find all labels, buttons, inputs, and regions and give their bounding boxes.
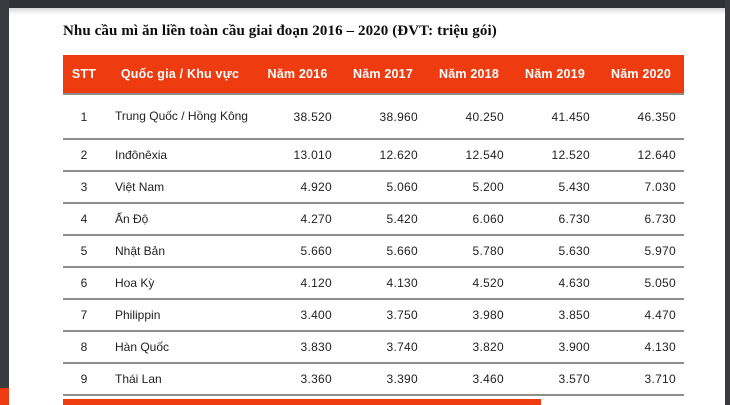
column-header-6: Năm 2020 — [598, 55, 684, 95]
cell-stt: 6 — [63, 267, 105, 300]
table-row: 4 Ấn Độ 4.270 5.420 6.060 6.730 6.730 — [63, 203, 684, 236]
cell-year-2018: 4.520 — [426, 267, 512, 300]
cell-year-2016: 3.360 — [255, 363, 340, 396]
table-row: 7 Philippin 3.400 3.750 3.980 3.850 4.470 — [63, 299, 684, 332]
table-row: 2 Inđônêxia 13.010 12.620 12.540 12.520 12.640 — [63, 139, 684, 172]
cell-year-2020: 4.470 — [598, 299, 684, 332]
cell-year-2018: 3.460 — [426, 363, 512, 396]
cell-year-2020: 7.030 — [598, 171, 684, 204]
cell-year-2019: 3.850 — [512, 299, 598, 332]
cell-year-2019: 6.730 — [512, 203, 598, 236]
cell-country: Việt Nam — [105, 171, 255, 204]
cell-year-2018: 12.540 — [426, 139, 512, 172]
cell-stt: 9 — [63, 363, 105, 396]
column-header-0: STT — [63, 55, 105, 95]
table-header-row: STT Quốc gia / Khu vực Năm 2016 Năm 2017 Năm… — [63, 55, 684, 95]
table-row: 6 Hoa Kỳ 4.120 4.130 4.520 4.630 5.050 — [63, 267, 684, 300]
cell-year-2016: 4.120 — [255, 267, 340, 300]
table-row: 9 Thái Lan 3.360 3.390 3.460 3.570 3.710 — [63, 363, 684, 396]
cell-country: Philippin — [105, 299, 255, 332]
cell-year-2020: 5.970 — [598, 235, 684, 268]
cell-country: Trung Quốc / Hồng Kông — [105, 94, 255, 140]
cell-year-2018: 5.200 — [426, 171, 512, 204]
cell-stt: 3 — [63, 171, 105, 204]
page-top-shadow — [9, 8, 725, 15]
cell-year-2016: 5.660 — [255, 235, 340, 268]
cell-year-2017: 3.390 — [340, 363, 426, 396]
cell-year-2019: 41.450 — [512, 94, 598, 140]
cell-year-2016: 38.520 — [255, 94, 340, 140]
cell-year-2019: 4.630 — [512, 267, 598, 300]
cell-year-2020: 12.640 — [598, 139, 684, 172]
cell-year-2019: 5.630 — [512, 235, 598, 268]
cell-year-2020: 4.130 — [598, 331, 684, 364]
cell-year-2017: 38.960 — [340, 94, 426, 140]
column-header-1: Quốc gia / Khu vực — [105, 55, 255, 95]
cell-stt: 4 — [63, 203, 105, 236]
cell-stt: 8 — [63, 331, 105, 364]
column-header-2: Năm 2016 — [255, 55, 340, 95]
cell-year-2017: 5.660 — [340, 235, 426, 268]
cell-stt: 1 — [63, 94, 105, 140]
table-row: 5 Nhật Bản 5.660 5.660 5.780 5.630 5.970 — [63, 235, 684, 268]
column-header-3: Năm 2017 — [340, 55, 426, 95]
partial-next-table-header-bar — [63, 399, 541, 405]
table-title: Nhu cầu mì ăn liền toàn cầu giai đoạn 20… — [63, 23, 497, 39]
cell-year-2019: 3.900 — [512, 331, 598, 364]
viewer-top-frame — [0, 0, 730, 8]
cell-country: Hàn Quốc — [105, 331, 255, 364]
cell-year-2017: 3.750 — [340, 299, 426, 332]
cell-year-2016: 4.920 — [255, 171, 340, 204]
cell-year-2018: 6.060 — [426, 203, 512, 236]
viewer-left-frame — [0, 0, 9, 405]
cell-year-2019: 3.570 — [512, 363, 598, 396]
gutter-red-marker — [0, 388, 9, 405]
cell-year-2017: 4.130 — [340, 267, 426, 300]
table-row: 3 Việt Nam 4.920 5.060 5.200 5.430 7.030 — [63, 171, 684, 204]
table-row: 1 Trung Quốc / Hồng Kông 38.520 38.960 40.25… — [63, 94, 684, 140]
cell-year-2020: 6.730 — [598, 203, 684, 236]
cell-country: Nhật Bản — [105, 235, 255, 268]
table-row: 8 Hàn Quốc 3.830 3.740 3.820 3.900 4.130 — [63, 331, 684, 364]
cell-year-2016: 3.830 — [255, 331, 340, 364]
cell-year-2016: 13.010 — [255, 139, 340, 172]
cell-year-2019: 12.520 — [512, 139, 598, 172]
column-header-4: Năm 2018 — [426, 55, 512, 95]
cell-country: Hoa Kỳ — [105, 267, 255, 300]
cell-year-2019: 5.430 — [512, 171, 598, 204]
cell-stt: 5 — [63, 235, 105, 268]
cell-stt: 2 — [63, 139, 105, 172]
cell-year-2016: 4.270 — [255, 203, 340, 236]
cell-year-2018: 5.780 — [426, 235, 512, 268]
cell-year-2017: 12.620 — [340, 139, 426, 172]
cell-year-2017: 5.060 — [340, 171, 426, 204]
cell-year-2020: 5.050 — [598, 267, 684, 300]
noodle-demand-table: STT Quốc gia / Khu vực Năm 2016 Năm 2017 Năm… — [63, 55, 684, 396]
cell-year-2018: 40.250 — [426, 94, 512, 140]
noodle-demand-table-wrap: STT Quốc gia / Khu vực Năm 2016 Năm 2017 Năm… — [63, 55, 684, 396]
cell-year-2018: 3.980 — [426, 299, 512, 332]
cell-country: Ấn Độ — [105, 203, 255, 236]
cell-country: Thái Lan — [105, 363, 255, 396]
cell-year-2017: 3.740 — [340, 331, 426, 364]
column-header-5: Năm 2019 — [512, 55, 598, 95]
viewer-right-frame — [725, 0, 730, 405]
cell-year-2017: 5.420 — [340, 203, 426, 236]
document-page: Nhu cầu mì ăn liền toàn cầu giai đoạn 20… — [9, 8, 725, 405]
cell-year-2020: 46.350 — [598, 94, 684, 140]
cell-year-2018: 3.820 — [426, 331, 512, 364]
cell-stt: 7 — [63, 299, 105, 332]
cell-year-2020: 3.710 — [598, 363, 684, 396]
cell-year-2016: 3.400 — [255, 299, 340, 332]
cell-country: Inđônêxia — [105, 139, 255, 172]
